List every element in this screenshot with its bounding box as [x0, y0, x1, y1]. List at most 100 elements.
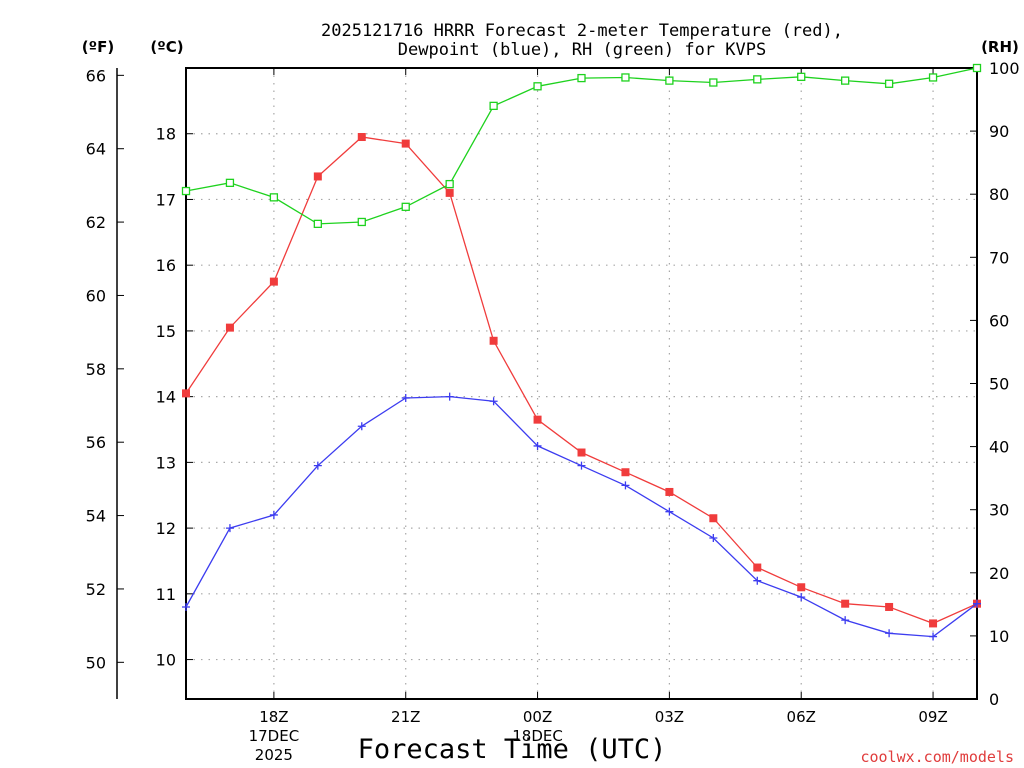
celsius-tick-label: 10: [156, 651, 176, 670]
celsius-tick-label: 12: [156, 519, 176, 538]
rh-tick-label: 20: [989, 564, 1009, 583]
dewpoint-point: [357, 422, 366, 431]
rh-point: [884, 79, 894, 88]
rh-line: [185, 67, 978, 225]
x-date-label: 17DEC: [249, 727, 300, 745]
rh-tick-label: 50: [989, 375, 1009, 394]
celsius-tick-label: 14: [156, 388, 176, 407]
temperature-line: [185, 136, 978, 625]
chart-title-line2: Dewpoint (blue), RH (green) for KVPS: [398, 40, 766, 60]
temperature-point: [709, 514, 718, 523]
temperature-point: [841, 599, 850, 608]
temperature-series: [182, 133, 981, 628]
dewpoint-point: [489, 397, 498, 406]
dewpoint-point: [225, 524, 234, 533]
fahrenheit-tick-label: 60: [86, 286, 106, 305]
x-tick-label: 00Z: [523, 708, 552, 726]
rh-point: [797, 72, 806, 81]
rh-point: [401, 202, 410, 211]
celsius-tick-label: 16: [156, 256, 176, 275]
temperature-point: [753, 563, 762, 572]
dewpoint-point: [621, 481, 630, 490]
rh-point: [972, 63, 982, 73]
rh-tick-label: 0: [989, 690, 999, 709]
temperature-point: [533, 415, 542, 424]
rh-point: [181, 186, 191, 196]
temperature-point: [182, 389, 190, 398]
rh-tick-label: 30: [989, 501, 1009, 520]
rh-point: [269, 193, 279, 202]
rh-point: [753, 75, 762, 84]
credit-label: coolwx.com/models: [860, 748, 1014, 766]
rh-tick-label: 80: [989, 185, 1009, 204]
dewpoint-point: [709, 533, 718, 542]
dewpoint-point: [401, 393, 410, 402]
temperature-point: [797, 583, 806, 592]
rh-point: [665, 76, 674, 85]
x-tick-label: 06Z: [787, 708, 816, 726]
celsius-tick-label: 15: [156, 322, 176, 341]
dewpoint-series: [182, 392, 981, 641]
temperature-point: [445, 188, 454, 197]
temperature-point: [621, 468, 630, 477]
celsius-unit-label: (ºC): [150, 38, 183, 56]
temperature-point: [577, 448, 586, 457]
rh-point: [621, 73, 630, 82]
temperature-point: [357, 133, 366, 142]
rh-unit-label: (RH): [981, 38, 1019, 56]
rh-point: [313, 219, 322, 229]
temperature-point: [225, 323, 234, 332]
x-tick-label: 09Z: [918, 708, 947, 726]
temperature-point: [929, 619, 938, 628]
x-tick-label: 03Z: [655, 708, 684, 726]
fahrenheit-tick-label: 64: [86, 140, 106, 159]
fahrenheit-tick-label: 58: [86, 360, 106, 379]
celsius-tick-label: 13: [156, 453, 176, 472]
temperature-point: [489, 336, 498, 345]
fahrenheit-tick-label: 50: [86, 653, 106, 672]
x-date-label: 18DEC: [512, 727, 563, 745]
x-year-label: 2025: [255, 746, 293, 764]
fahrenheit-unit-label: (ºF): [82, 38, 114, 56]
dewpoint-point: [533, 441, 542, 450]
rh-point: [445, 179, 454, 189]
x-axis-label: Forecast Time (UTC): [358, 734, 667, 765]
rh-point: [533, 82, 542, 91]
dewpoint-point: [269, 510, 278, 519]
axes: [116, 67, 978, 700]
rh-tick-label: 100: [989, 59, 1020, 78]
dewpoint-line: [185, 395, 978, 638]
fahrenheit-tick-label: 56: [86, 433, 106, 452]
series-group: [181, 63, 982, 641]
fahrenheit-tick-label: 54: [86, 507, 106, 526]
dewpoint-point: [797, 593, 806, 602]
temperature-point: [269, 277, 278, 286]
plot-frame: [185, 67, 978, 700]
dewpoint-point: [445, 392, 454, 401]
rh-point: [841, 76, 850, 85]
temperature-point: [313, 172, 322, 181]
celsius-tick-label: 11: [156, 585, 176, 604]
chart-title-line1: 2025121716 HRRR Forecast 2-meter Tempera…: [321, 21, 843, 41]
celsius-tick-label: 18: [156, 125, 176, 144]
dewpoint-point: [929, 632, 938, 641]
rh-series: [181, 63, 982, 229]
rh-point: [928, 73, 938, 82]
rh-point: [709, 78, 718, 87]
dewpoint-point: [885, 629, 894, 638]
rh-tick-label: 70: [989, 248, 1009, 267]
temperature-point: [665, 487, 674, 496]
celsius-tick-label: 17: [156, 190, 176, 209]
dewpoint-point: [182, 602, 190, 611]
dewpoint-point: [973, 599, 981, 608]
fahrenheit-tick-label: 66: [86, 66, 106, 85]
rh-tick-label: 10: [989, 627, 1009, 646]
rh-tick-label: 40: [989, 438, 1009, 457]
rh-tick-label: 60: [989, 311, 1009, 330]
dewpoint-point: [665, 507, 674, 516]
rh-point: [357, 217, 366, 227]
dewpoint-point: [313, 461, 322, 470]
grid-lines: [186, 68, 977, 699]
